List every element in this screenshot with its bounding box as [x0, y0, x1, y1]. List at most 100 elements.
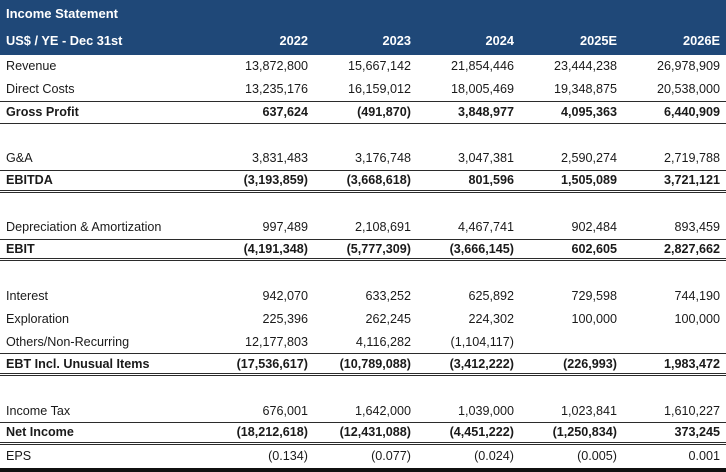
row-eps: EPS (0.134) (0.077) (0.024) (0.005) 0.00…: [0, 445, 726, 468]
row-label: EBIT: [6, 241, 35, 256]
row-net-income: Net Income (18,212,618) (12,431,088) (4,…: [0, 422, 726, 445]
cell-value: (226,993): [563, 356, 617, 371]
cell-value: (3,412,222): [449, 356, 514, 371]
cell-value: 100,000: [571, 311, 617, 326]
row-label: Direct Costs: [6, 82, 75, 97]
row-ebitda: EBITDA (3,193,859) (3,668,618) 801,596 1…: [0, 169, 726, 193]
column-header-2022: 2022: [279, 33, 308, 48]
row-interest: Interest 942,070 633,252 625,892 729,598…: [0, 284, 726, 307]
spacer-row: [0, 376, 726, 399]
spacer-row: [0, 124, 726, 147]
row-label: EBT Incl. Unusual Items: [6, 356, 150, 371]
cell-value: (0.134): [268, 449, 308, 464]
cell-value: (10,789,088): [339, 356, 411, 371]
row-exploration: Exploration 225,396 262,245 224,302 100,…: [0, 307, 726, 330]
column-header-2023: 2023: [382, 33, 411, 48]
cell-value: 16,159,012: [347, 82, 411, 97]
cell-value: 20,538,000: [656, 82, 720, 97]
table-title: Income Statement: [6, 5, 118, 21]
cell-value: 3,176,748: [354, 151, 411, 166]
cell-value: (1,104,117): [450, 334, 514, 349]
row-label: EBITDA: [6, 173, 53, 188]
cell-value: 0.001: [688, 449, 720, 464]
cell-value: 224,302: [468, 311, 514, 326]
column-header-2025e: 2025E: [579, 33, 617, 48]
table-title-row: Income Statement: [0, 0, 726, 26]
column-header-2024: 2024: [485, 33, 514, 48]
row-revenue: Revenue 13,872,800 15,667,142 21,854,446…: [0, 55, 726, 78]
row-gross-profit: Gross Profit 637,624 (491,870) 3,848,977…: [0, 100, 726, 124]
cell-value: (4,191,348): [243, 241, 308, 256]
column-header-row: US$ / YE - Dec 31st 2022 2023 2024 2025E…: [0, 26, 726, 55]
cell-value: 2,827,662: [663, 241, 720, 256]
cell-value: 100,000: [674, 311, 720, 326]
cell-value: 18,005,469: [450, 82, 514, 97]
units-label: US$ / YE - Dec 31st: [6, 33, 123, 48]
cell-value: (5,777,309): [346, 241, 411, 256]
cell-value: 902,484: [571, 220, 617, 235]
cell-value: 676,001: [262, 403, 308, 418]
cell-value: 1,642,000: [354, 403, 411, 418]
cell-value: 19,348,875: [553, 82, 617, 97]
row-income-tax: Income Tax 676,001 1,642,000 1,039,000 1…: [0, 399, 726, 422]
row-depreciation-amortization: Depreciation & Amortization 997,489 2,10…: [0, 216, 726, 239]
cell-value: 26,978,909: [656, 59, 720, 74]
cell-value: 13,872,800: [244, 59, 308, 74]
cell-value: 2,590,274: [560, 151, 617, 166]
cell-value: 602,605: [571, 241, 617, 256]
spacer-row: [0, 261, 726, 284]
row-ebit: EBIT (4,191,348) (5,777,309) (3,666,145)…: [0, 238, 726, 262]
cell-value: 1,023,841: [560, 403, 617, 418]
column-header-2026e: 2026E: [682, 33, 720, 48]
cell-value: (4,451,222): [449, 425, 514, 440]
cell-value: 3,721,121: [663, 173, 720, 188]
cell-value: 3,047,381: [457, 151, 514, 166]
cell-value: 3,831,483: [251, 151, 308, 166]
cell-value: 13,235,176: [244, 82, 308, 97]
row-label: Net Income: [6, 425, 74, 440]
cell-value: (3,193,859): [243, 173, 308, 188]
cell-value: (491,870): [357, 105, 411, 120]
cell-value: 893,459: [674, 220, 720, 235]
row-direct-costs: Direct Costs 13,235,176 16,159,012 18,00…: [0, 78, 726, 101]
cell-value: 1,505,089: [560, 173, 617, 188]
cell-value: 15,667,142: [347, 59, 411, 74]
cell-value: 625,892: [468, 288, 514, 303]
row-label: Gross Profit: [6, 105, 79, 120]
cell-value: 6,440,909: [663, 105, 720, 120]
row-label: Exploration: [6, 311, 70, 326]
cell-value: 225,396: [262, 311, 308, 326]
cell-value: (0.077): [371, 449, 411, 464]
cell-value: 942,070: [262, 288, 308, 303]
row-others-non-recurring: Others/Non-Recurring 12,177,803 4,116,28…: [0, 330, 726, 353]
row-label: Interest: [6, 288, 48, 303]
cell-value: 1,983,472: [663, 356, 720, 371]
cell-value: 997,489: [262, 220, 308, 235]
cell-value: 729,598: [571, 288, 617, 303]
cell-value: (0.024): [474, 449, 514, 464]
cell-value: (18,212,618): [236, 425, 308, 440]
row-label: Revenue: [6, 59, 57, 74]
cell-value: (3,666,145): [449, 241, 514, 256]
spacer-row: [0, 193, 726, 216]
cell-value: (3,668,618): [346, 173, 411, 188]
cell-value: 21,854,446: [450, 59, 514, 74]
cell-value: (0.005): [577, 449, 617, 464]
row-label: Depreciation & Amortization: [6, 220, 162, 235]
row-label: G&A: [6, 151, 33, 166]
cell-value: 373,245: [674, 425, 720, 440]
cell-value: 744,190: [674, 288, 720, 303]
cell-value: 633,252: [365, 288, 411, 303]
cell-value: 1,610,227: [663, 403, 720, 418]
cell-value: (17,536,617): [236, 356, 308, 371]
row-ga: G&A 3,831,483 3,176,748 3,047,381 2,590,…: [0, 147, 726, 170]
row-label: Income Tax: [6, 403, 71, 418]
row-ebt-incl-unusual-items: EBT Incl. Unusual Items (17,536,617) (10…: [0, 353, 726, 377]
row-label: EPS: [6, 449, 32, 464]
cell-value: 4,467,741: [457, 220, 514, 235]
row-label: Others/Non-Recurring: [6, 334, 130, 349]
cell-value: 4,116,282: [355, 334, 411, 349]
cell-value: 262,245: [365, 311, 411, 326]
cell-value: 801,596: [468, 173, 514, 188]
